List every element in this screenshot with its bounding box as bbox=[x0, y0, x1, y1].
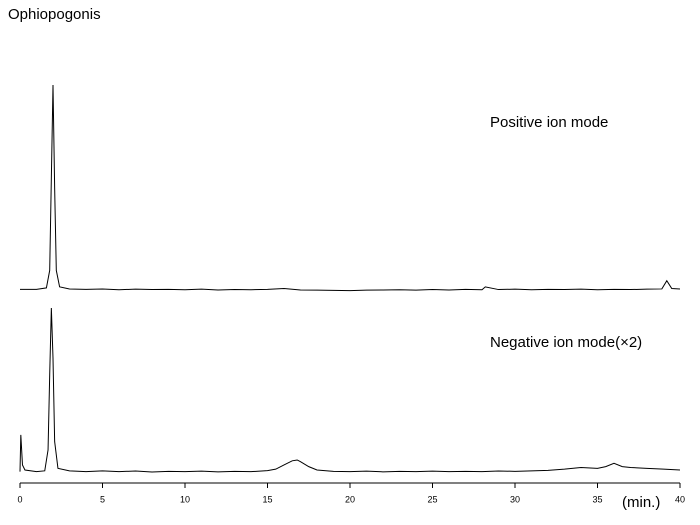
chromatogram-trace bbox=[20, 84, 681, 292]
x-tick-label: 30 bbox=[510, 494, 520, 504]
x-tick-label: 10 bbox=[180, 494, 190, 504]
x-tick-label: 35 bbox=[592, 494, 602, 504]
x-tick-label: 20 bbox=[345, 494, 355, 504]
x-tick-label: 25 bbox=[427, 494, 437, 504]
chart-title: Ophiopogonis bbox=[8, 6, 101, 23]
x-axis-label: (min.) bbox=[622, 494, 660, 511]
x-tick-label: 5 bbox=[100, 494, 105, 504]
trace-annotation: Negative ion mode(×2) bbox=[490, 334, 642, 351]
x-tick-label: 15 bbox=[262, 494, 272, 504]
trace-annotation: Positive ion mode bbox=[490, 114, 608, 131]
x-tick-label: 0 bbox=[17, 494, 22, 504]
x-tick-label: 40 bbox=[675, 494, 685, 504]
chromatogram-trace bbox=[19, 307, 681, 473]
